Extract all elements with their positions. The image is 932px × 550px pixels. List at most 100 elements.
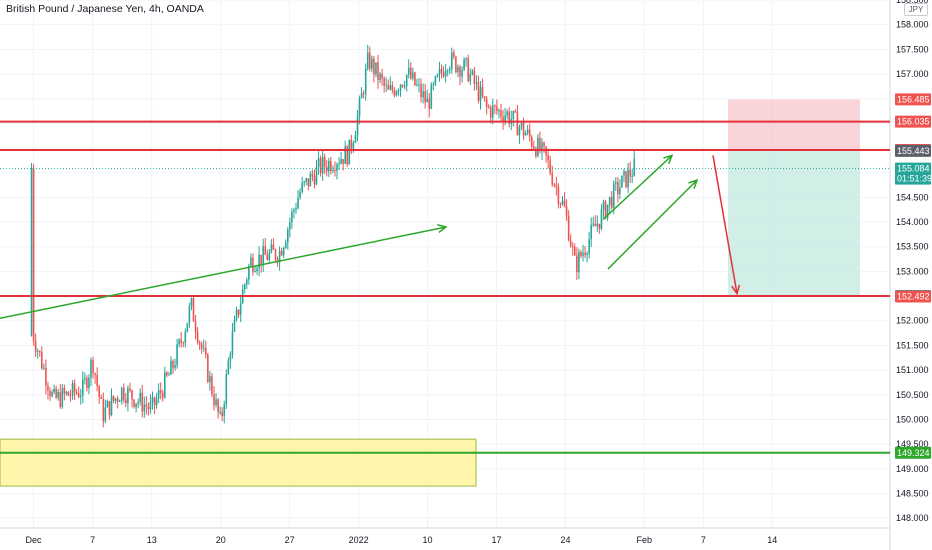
candle-up	[51, 391, 53, 397]
candle-down	[569, 240, 572, 247]
candle-up	[354, 135, 357, 143]
price-tag-label: 156.485	[897, 94, 930, 104]
candle-down	[319, 158, 322, 174]
candle-up	[268, 252, 271, 261]
candle-up	[385, 84, 387, 86]
price-tag	[895, 115, 931, 128]
candle-up	[239, 303, 242, 315]
time-axis[interactable]: Dec 7 13 20 27 2022 10 17 24 Feb 7 14	[26, 535, 778, 545]
candle-up	[295, 208, 297, 210]
candle-down	[494, 105, 496, 107]
candle-up	[366, 52, 369, 69]
candle-down	[159, 390, 162, 393]
x-tick-label: 10	[423, 535, 433, 545]
drawn-lines	[0, 120, 890, 454]
currency-label[interactable]: JPY	[904, 3, 928, 16]
channel-lower	[607, 179, 698, 270]
candle-up	[348, 139, 351, 165]
candle-up	[457, 66, 459, 72]
candle-up	[317, 158, 320, 167]
candle-down	[129, 388, 131, 391]
candle-up	[590, 224, 592, 240]
candle-down	[584, 252, 586, 255]
candle-up	[297, 197, 299, 209]
candle-up	[471, 70, 474, 74]
candle-down	[625, 171, 627, 188]
candle-up	[332, 170, 334, 172]
candle-down	[543, 142, 545, 147]
candle-up	[235, 309, 238, 320]
candle-up	[407, 67, 410, 75]
candle-up	[30, 167, 33, 336]
candle-up	[512, 110, 515, 120]
candle-up	[561, 200, 564, 204]
candle-down	[264, 246, 267, 255]
candle-down	[133, 399, 135, 408]
candle-up	[278, 251, 281, 263]
support-zone	[0, 438, 477, 487]
candle-up	[299, 191, 301, 198]
candle-down	[69, 395, 72, 397]
candle-up	[293, 209, 295, 212]
candle-down	[594, 223, 597, 227]
candle-up	[135, 403, 137, 408]
candle-up	[176, 344, 178, 366]
candle-down	[313, 176, 316, 185]
candle-up	[143, 404, 146, 412]
y-tick-label: 154.000	[896, 217, 929, 227]
price-axis[interactable]: 148.000 148.500 149.000 149.500 150.000 150.5…	[896, 0, 929, 523]
candle-up	[114, 398, 117, 401]
y-tick-label: 158.500	[896, 0, 929, 5]
candle-up	[338, 163, 340, 165]
candle-down	[342, 159, 344, 164]
candle-up	[524, 133, 527, 136]
candle-down	[369, 52, 371, 69]
candle-up	[412, 72, 414, 79]
projection-arrow-head	[731, 284, 741, 296]
candle-up	[451, 52, 453, 69]
candle-down	[100, 397, 103, 399]
candle-down	[172, 360, 174, 368]
candle-down	[32, 167, 35, 342]
y-tick-label: 152.000	[896, 316, 929, 326]
candle-down	[147, 406, 150, 410]
candle-down	[325, 166, 328, 172]
candles	[30, 44, 636, 428]
price-labels: 156.485156.035155.459155.443155.08401:51…	[895, 93, 932, 459]
candle-up	[434, 76, 437, 85]
candle-up	[79, 395, 82, 398]
candle-down	[549, 160, 551, 174]
y-tick-label: 149.000	[896, 464, 929, 474]
candle-up	[465, 58, 467, 60]
candle-down	[453, 52, 455, 57]
y-tick-label: 154.500	[896, 192, 929, 202]
candle-down	[116, 398, 119, 402]
candle-up	[615, 182, 617, 184]
candle-down	[75, 392, 78, 394]
candle-up	[209, 376, 211, 383]
candle-up	[526, 129, 529, 134]
candle-down	[533, 146, 535, 149]
candle-up	[463, 59, 465, 70]
candle-down	[211, 376, 213, 395]
candle-up	[360, 93, 363, 99]
y-tick-label: 151.500	[896, 340, 929, 350]
y-tick-label: 151.000	[896, 365, 929, 375]
candle-down	[59, 391, 62, 407]
countdown-label: 01:51:39	[897, 174, 932, 184]
candle-up	[344, 146, 346, 164]
candle-down	[551, 173, 554, 185]
candle-down	[530, 136, 533, 147]
candle-up	[243, 284, 246, 290]
candle-down	[108, 401, 111, 416]
candle-up	[479, 86, 482, 102]
candle-down	[280, 251, 283, 256]
candle-down	[373, 58, 375, 75]
candle-down	[424, 91, 426, 103]
candle-down	[73, 383, 76, 393]
candle-down	[610, 196, 613, 208]
candle-up	[446, 70, 449, 72]
candle-up	[137, 401, 139, 404]
candle-up	[328, 160, 330, 172]
